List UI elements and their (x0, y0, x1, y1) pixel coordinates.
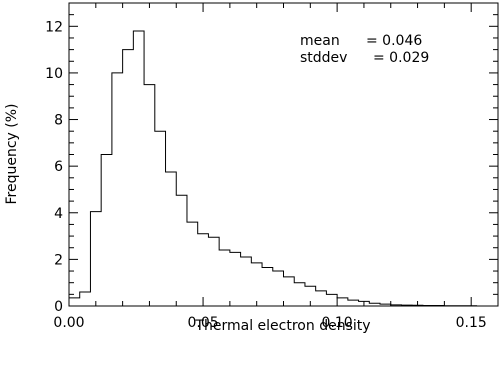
y-tick-label: 8 (54, 113, 63, 129)
y-tick-label: 12 (45, 19, 63, 35)
y-axis-tick-labels: 0 2 4 6 8 10 12 (45, 19, 63, 315)
x-tick-label: 0.10 (322, 315, 353, 331)
y-tick-label: 4 (54, 206, 63, 222)
mean-label: mean (300, 33, 340, 49)
y-tick-label: 10 (45, 66, 63, 82)
stats-annotation: mean = 0.046 stddev = 0.029 (300, 33, 429, 66)
y-tick-label: 2 (54, 252, 63, 268)
y-tick-label: 6 (54, 159, 63, 175)
x-axis-tick-labels: 0.00 0.05 0.10 0.15 (53, 315, 486, 331)
x-tick-label: 0.05 (187, 315, 218, 331)
y-axis-title: Frequency (%) (4, 103, 20, 204)
mean-value: = 0.046 (366, 33, 422, 49)
x-axis-title: Thermal electron density (194, 318, 370, 334)
x-tick-label: 0.15 (456, 315, 487, 331)
y-tick-label: 0 (54, 299, 63, 315)
histogram-step-line (69, 30, 498, 307)
plot-area (68, 2, 499, 307)
stddev-label: stddev (300, 50, 347, 66)
x-tick-label: 0.00 (53, 315, 84, 331)
x-axis-ticks (68, 3, 499, 306)
y-axis-ticks (69, 2, 498, 307)
stddev-value: = 0.029 (373, 50, 429, 66)
